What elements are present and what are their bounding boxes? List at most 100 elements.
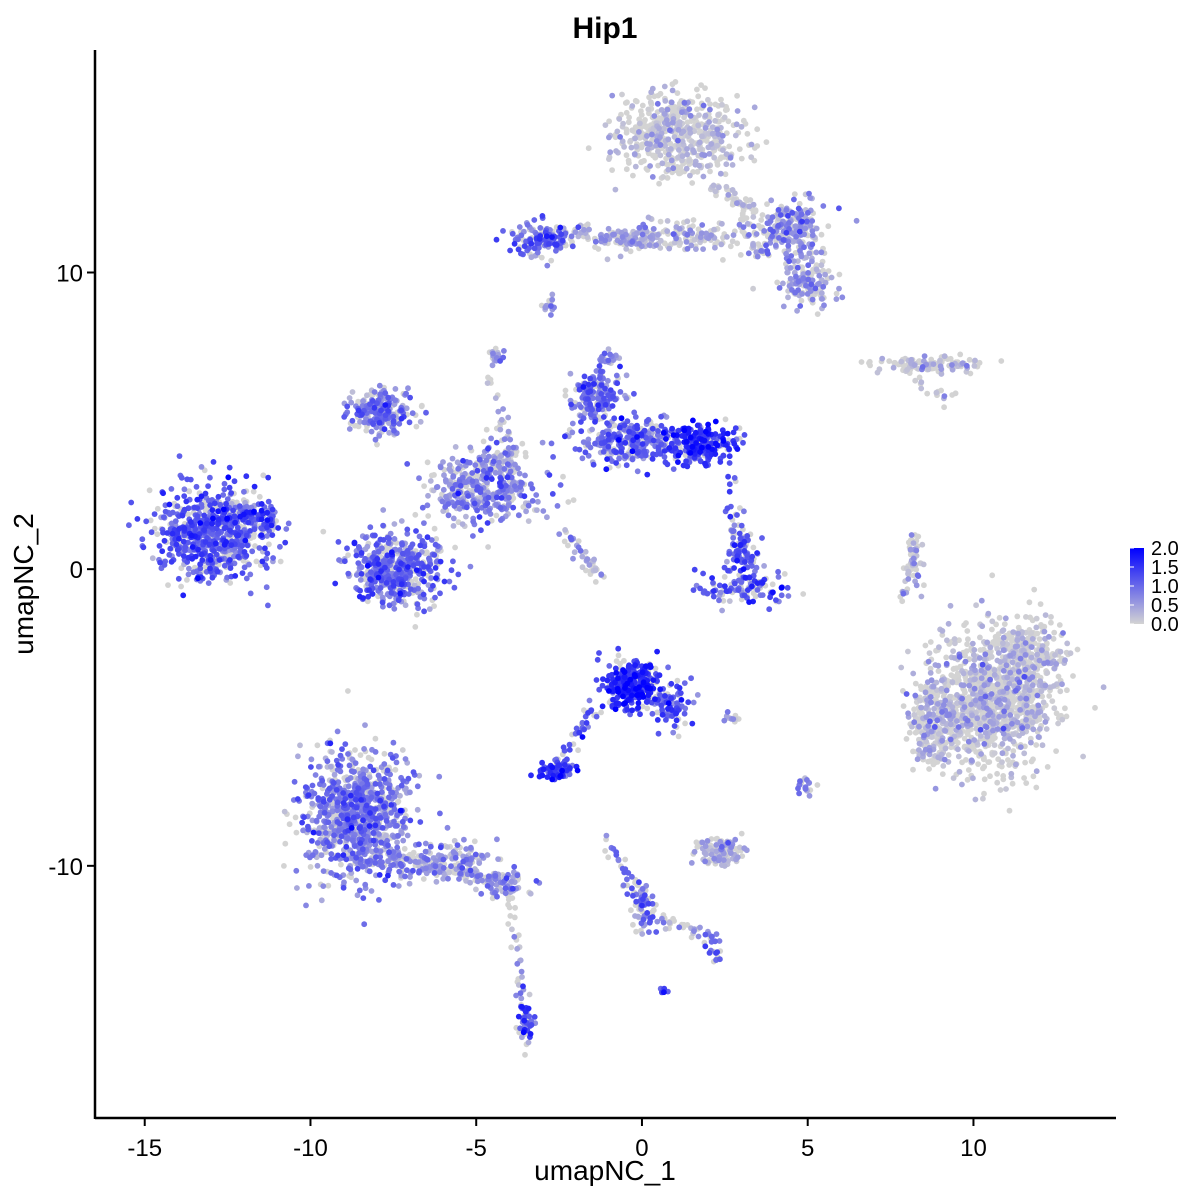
data-point [603, 832, 610, 839]
data-point [1003, 662, 1010, 669]
data-point [906, 729, 913, 736]
data-point [617, 253, 624, 260]
data-point [623, 246, 630, 252]
data-point [308, 756, 315, 763]
data-point [836, 271, 843, 278]
data-point [1010, 731, 1017, 738]
data-point [1029, 709, 1035, 715]
data-point [146, 487, 153, 494]
data-point [606, 156, 612, 163]
data-point [723, 183, 730, 190]
data-point [1031, 665, 1038, 671]
data-point [363, 427, 370, 434]
data-point [866, 358, 873, 365]
data-point [905, 648, 911, 655]
data-point [951, 673, 957, 680]
data-point [674, 677, 681, 684]
data-point [562, 392, 569, 399]
data-point [972, 357, 978, 364]
data-point [892, 359, 898, 366]
data-point [992, 734, 998, 741]
data-point [922, 642, 929, 649]
data-point [898, 358, 905, 365]
data-point [688, 138, 695, 145]
data-point [987, 718, 994, 725]
data-point [431, 603, 437, 609]
data-point [738, 155, 745, 162]
data-point [940, 763, 947, 769]
data-point [579, 564, 586, 571]
data-point [704, 838, 711, 844]
data-point [463, 513, 469, 520]
data-point [708, 141, 715, 147]
data-point [605, 225, 612, 232]
data-point [918, 593, 925, 600]
data-point [352, 422, 358, 429]
data-point [639, 931, 646, 937]
data-point [623, 372, 630, 379]
data-point [507, 913, 514, 919]
data-point [412, 624, 419, 630]
data-point [1092, 704, 1098, 711]
data-point [734, 854, 741, 861]
data-point [694, 692, 701, 698]
data-point [964, 641, 970, 648]
data-point [522, 1051, 528, 1058]
data-point [750, 285, 756, 292]
data-point [959, 759, 965, 766]
data-point [253, 558, 260, 565]
data-point [579, 553, 586, 560]
data-point [380, 507, 387, 513]
data-point [1100, 684, 1107, 691]
data-point [718, 241, 725, 248]
data-point [964, 628, 971, 634]
data-point [666, 245, 673, 252]
data-point [1007, 712, 1014, 718]
data-point [701, 152, 708, 159]
data-point [694, 106, 700, 113]
data-point [633, 928, 639, 935]
data-point [1064, 640, 1071, 647]
data-point [617, 239, 624, 246]
data-point [505, 921, 512, 927]
data-point [769, 581, 776, 588]
data-point [631, 151, 638, 157]
data-point [712, 244, 718, 251]
data-point [989, 572, 996, 579]
data-point [395, 883, 402, 889]
data-point [414, 806, 421, 813]
data-point [962, 652, 968, 659]
data-point [633, 230, 640, 237]
data-point [570, 497, 577, 503]
data-point [999, 750, 1006, 757]
data-point [669, 119, 676, 126]
data-point [706, 119, 712, 125]
data-point [314, 742, 321, 749]
data-point [662, 926, 669, 932]
data-point [927, 665, 934, 672]
data-point [1042, 719, 1049, 725]
data-point [362, 722, 368, 728]
data-point [1010, 752, 1016, 759]
data-point [924, 390, 931, 397]
data-point [930, 683, 937, 690]
data-point [694, 86, 700, 93]
data-point [768, 197, 775, 204]
data-point [1048, 614, 1054, 620]
data-point [625, 119, 632, 126]
data-point [944, 637, 950, 644]
data-point [619, 91, 625, 98]
data-point [729, 162, 736, 168]
data-point [519, 440, 526, 447]
data-point [943, 654, 950, 661]
data-point [413, 423, 420, 430]
data-point [763, 139, 770, 146]
data-point [910, 670, 917, 677]
data-point [357, 752, 364, 758]
data-point [937, 357, 943, 364]
data-point [405, 385, 411, 392]
data-point [633, 98, 640, 105]
data-point [1064, 687, 1070, 694]
data-point [414, 611, 420, 618]
data-point [989, 618, 996, 625]
